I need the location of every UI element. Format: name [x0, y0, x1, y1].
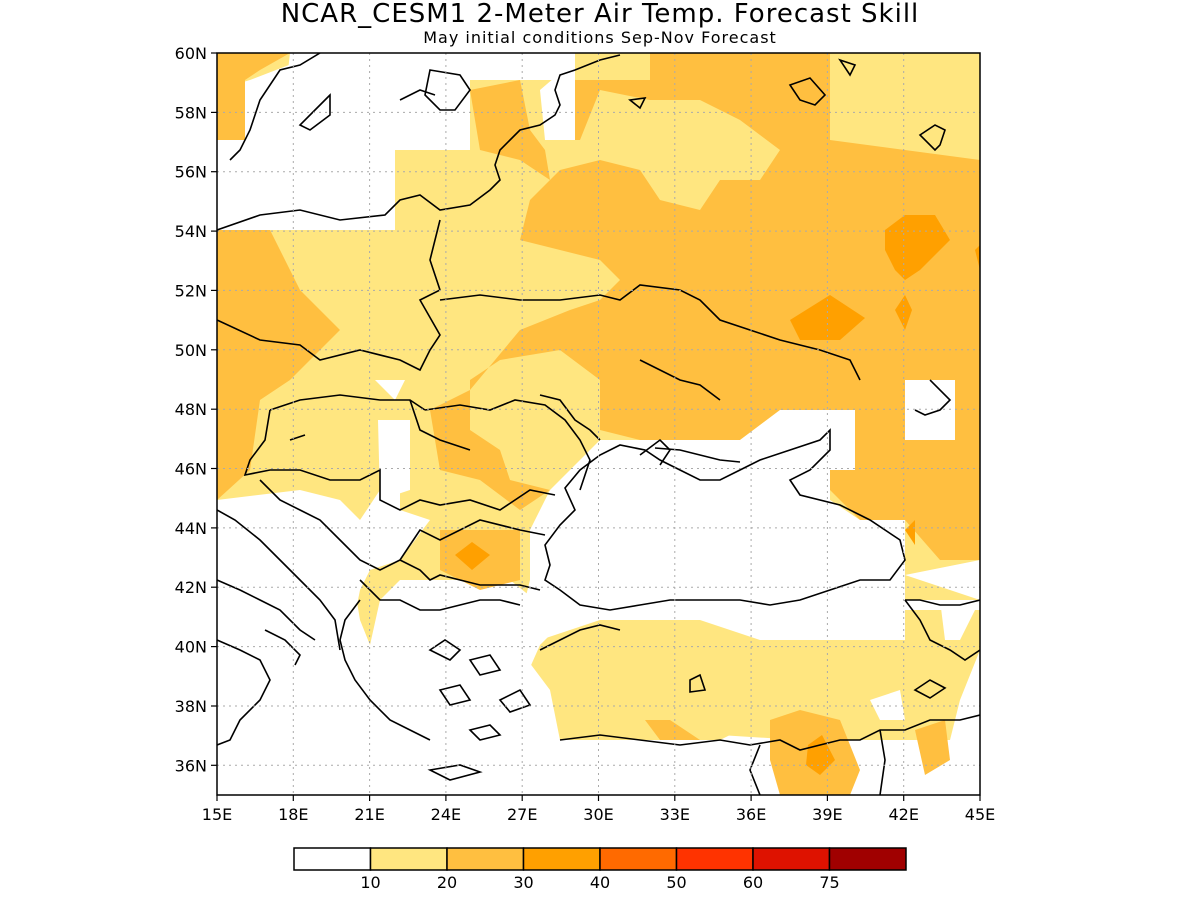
legend-swatch [828, 847, 907, 871]
lat-label: 38N [175, 697, 207, 716]
skill-20-30-regions [217, 53, 980, 795]
latitude-labels: 60N 58N 56N 54N 52N 50N 48N 46N 44N 42N … [175, 44, 207, 775]
lon-label: 30E [583, 805, 613, 824]
longitude-labels: 15E 18E 21E 24E 27E 30E 33E 36E 39E 42E … [202, 805, 995, 824]
no-skill-regions [217, 53, 980, 795]
lon-label: 18E [278, 805, 308, 824]
grid-lines [217, 53, 980, 795]
lat-label: 52N [175, 281, 207, 300]
lat-label: 44N [175, 519, 207, 538]
lon-label: 42E [888, 805, 918, 824]
legend-swatch [522, 847, 601, 871]
skill-30-40-regions [455, 215, 980, 775]
black-sea-coast [544, 428, 906, 611]
axis-ticks [211, 52, 981, 801]
lat-label: 58N [175, 103, 207, 122]
lat-label: 36N [175, 756, 207, 775]
lon-label: 24E [431, 805, 461, 824]
map-subtitle: May initial conditions Sep-Nov Forecast [423, 28, 777, 47]
lon-label: 15E [202, 805, 232, 824]
legend-swatch [675, 847, 754, 871]
lon-label: 33E [660, 805, 690, 824]
lon-label: 45E [965, 805, 995, 824]
legend-swatch [369, 847, 448, 871]
legend-label: 30 [513, 873, 533, 892]
lat-label: 48N [175, 400, 207, 419]
legend-label: 10 [360, 873, 380, 892]
lon-label: 39E [812, 805, 842, 824]
lat-label: 42N [175, 578, 207, 597]
legend-label: 20 [437, 873, 457, 892]
legend-label: 50 [666, 873, 686, 892]
legend-swatch [599, 847, 678, 871]
map-title: NCAR_CESM1 2-Meter Air Temp. Forecast Sk… [280, 0, 920, 29]
color-legend: 10 20 30 40 50 60 75 [293, 847, 907, 892]
legend-label: 75 [819, 873, 839, 892]
lat-label: 54N [175, 222, 207, 241]
lat-label: 56N [175, 163, 207, 182]
skill-shading [217, 53, 980, 795]
lon-label: 21E [354, 805, 384, 824]
legend-swatch [752, 847, 831, 871]
lat-label: 60N [175, 44, 207, 63]
lon-label: 27E [507, 805, 537, 824]
lat-label: 46N [175, 460, 207, 479]
legend-label: 60 [743, 873, 763, 892]
legend-label: 40 [590, 873, 610, 892]
legend-swatch [293, 847, 372, 871]
lat-label: 50N [175, 341, 207, 360]
lon-label: 36E [736, 805, 766, 824]
legend-swatch [446, 847, 525, 871]
lat-label: 40N [175, 638, 207, 657]
